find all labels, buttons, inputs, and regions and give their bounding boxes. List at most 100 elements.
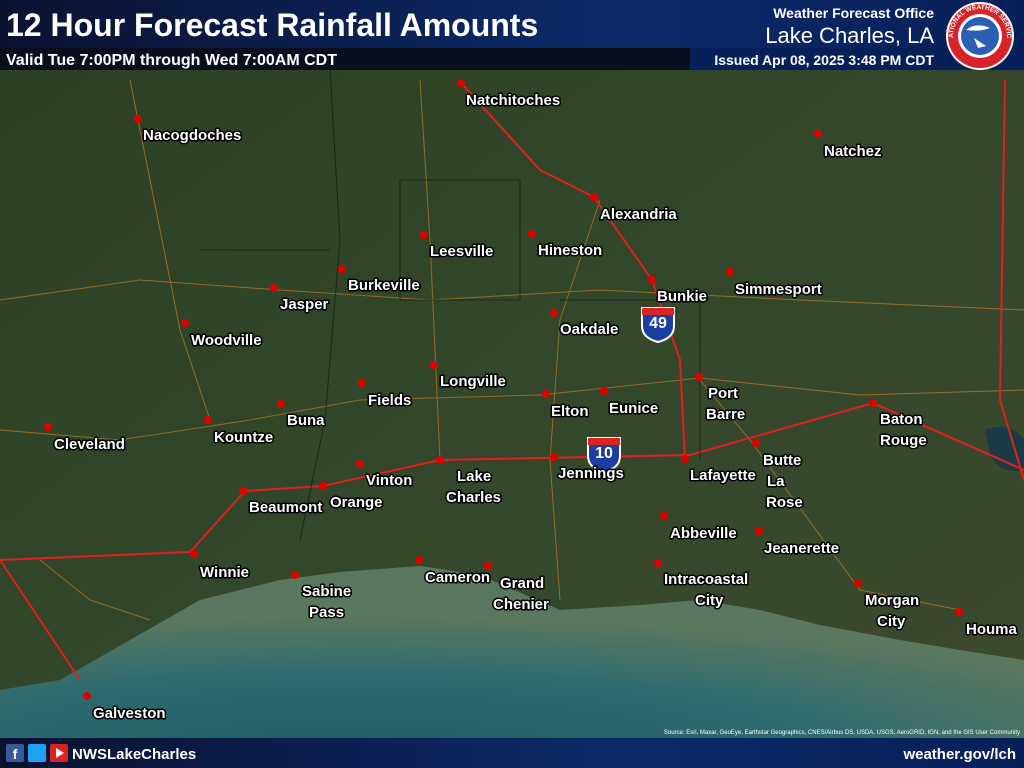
city-label: Lafayette <box>690 467 756 484</box>
city-label: Jennings <box>558 465 624 482</box>
city-label: Jeanerette <box>764 540 839 557</box>
city-dot <box>854 579 862 587</box>
header-bar <box>0 0 1024 48</box>
city-dot <box>44 423 52 431</box>
city-label: Natchez <box>824 143 882 160</box>
city-label: Leesville <box>430 243 493 260</box>
city-dot <box>358 379 366 387</box>
city-label: Beaumont <box>249 499 322 516</box>
city-label: Elton <box>551 403 589 420</box>
issued: Issued Apr 08, 2025 3:48 PM CDT <box>714 52 934 68</box>
city-dot <box>752 439 760 447</box>
city-dot <box>134 115 142 123</box>
svg-text:f: f <box>13 746 18 762</box>
city-label: Alexandria <box>600 206 677 223</box>
city-dot <box>660 512 668 520</box>
city-label: Bunkie <box>657 288 707 305</box>
city-dot <box>277 400 285 408</box>
shield-label: 10 <box>595 445 613 462</box>
city-label: Woodville <box>191 332 262 349</box>
city-label: Vinton <box>366 472 412 489</box>
city-dot <box>291 571 299 579</box>
city-dot <box>550 453 558 461</box>
city-dot <box>814 130 822 138</box>
city-dot <box>955 608 963 616</box>
lake <box>985 426 1024 471</box>
city-dot <box>356 460 364 468</box>
city-label: La <box>767 473 785 490</box>
city-label: Abbeville <box>670 525 737 542</box>
gulf <box>0 566 1024 738</box>
city-label: Grand <box>500 575 544 592</box>
city-dot <box>181 319 189 327</box>
city-label: Longville <box>440 373 506 390</box>
city-label: Cameron <box>425 569 490 586</box>
city-label: Pass <box>309 604 344 621</box>
city-label: Intracoastal <box>664 571 748 588</box>
cities: Natchitoches Nacogdoches Natchez Alexandria… <box>44 79 1019 724</box>
city-dot <box>550 309 558 317</box>
city-label: Natchitoches <box>466 92 560 109</box>
title: 12 Hour Forecast Rainfall Amounts <box>6 7 538 43</box>
city-label: Chenier <box>493 596 549 613</box>
city-label: Fields <box>368 392 411 409</box>
city-dot <box>420 231 428 239</box>
city-dot <box>239 487 247 495</box>
borders <box>200 69 701 541</box>
interstate-shields: 49 10 <box>587 307 675 474</box>
city-dot <box>654 559 662 567</box>
city-label: Oakdale <box>560 321 618 338</box>
nws-logo: NATIONAL WEATHER SERVICE <box>946 2 1014 70</box>
footer-bar <box>0 738 1024 768</box>
city-label: Cleveland <box>54 436 125 453</box>
social-handle[interactable]: NWSLakeCharles <box>72 746 196 763</box>
city-label: Jasper <box>280 296 329 313</box>
city-dot <box>319 482 327 490</box>
city-label: Charles <box>446 489 501 506</box>
city-label: Rose <box>766 494 803 511</box>
city-label: Port <box>708 385 738 402</box>
city-label: Butte <box>763 452 801 469</box>
city-label: Burkeville <box>348 277 420 294</box>
office-name: Lake Charles, LA <box>765 23 934 48</box>
city-dot <box>436 456 444 464</box>
city-dot <box>600 387 608 395</box>
city-dot <box>726 268 734 276</box>
city-dot <box>484 562 492 570</box>
city-dot <box>542 390 550 398</box>
city-label: City <box>877 613 906 630</box>
website[interactable]: weather.gov/lch <box>902 746 1016 763</box>
issued-bar <box>690 48 1024 70</box>
city-dot <box>83 692 91 700</box>
interstates <box>0 79 1024 681</box>
city-dot <box>590 193 598 201</box>
city-dot <box>415 556 423 564</box>
city-label: Eunice <box>609 400 658 417</box>
city-dot <box>430 361 438 369</box>
city-label: Galveston <box>93 705 166 722</box>
valid-time: Valid Tue 7:00PM through Wed 7:00AM CDT <box>6 52 337 69</box>
valid-bar <box>0 48 690 70</box>
city-dot <box>204 416 212 424</box>
city-label: Buna <box>287 412 325 429</box>
city-label: Houma <box>966 621 1017 638</box>
city-dot <box>648 276 656 284</box>
city-label: Nacogdoches <box>143 127 241 144</box>
attribution: Source: Esri, Maxar, GeoEye, Earthstar G… <box>664 730 1020 736</box>
city-label: Orange <box>330 494 383 511</box>
city-label: Morgan <box>865 592 919 609</box>
city-label: Baton <box>880 411 923 428</box>
city-label: Barre <box>706 406 745 423</box>
city-dot <box>528 230 536 238</box>
city-dot <box>681 455 689 463</box>
office-line: Weather Forecast Office <box>773 5 934 21</box>
city-label: Kountze <box>214 429 273 446</box>
city-label: Lake <box>457 468 491 485</box>
social-icons: f <box>6 744 68 762</box>
city-label: Sabine <box>302 583 351 600</box>
city-label: Winnie <box>200 564 249 581</box>
city-label: Hineston <box>538 242 602 259</box>
shield-label: 49 <box>649 315 667 332</box>
city-dot <box>695 373 703 381</box>
